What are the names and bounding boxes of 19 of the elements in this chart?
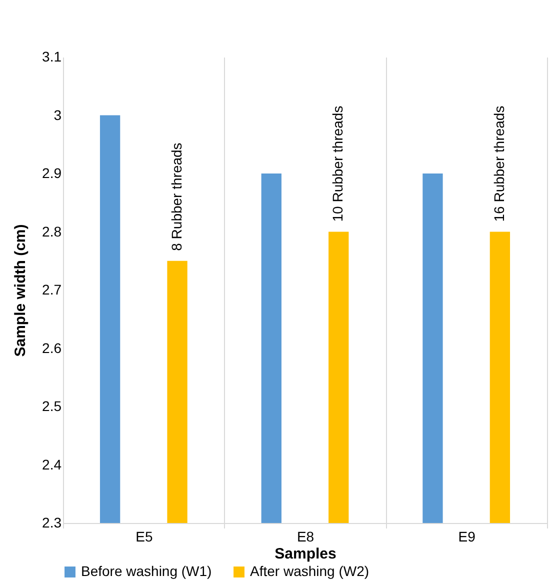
legend-label: After washing (W2) xyxy=(250,563,370,579)
y-tick-label: 2.6 xyxy=(42,340,62,356)
annotation: 10 Rubber threads xyxy=(330,106,346,222)
x-tick-label: E8 xyxy=(296,528,314,544)
y-tick-label: 2.5 xyxy=(42,398,62,414)
x-axis-title: Samples xyxy=(274,546,336,562)
y-tick-label: 2.3 xyxy=(42,514,62,530)
y-tick-label: 2.7 xyxy=(42,282,62,298)
annotation: 16 Rubber threads xyxy=(490,106,507,222)
legend-label: Before washing (W1) xyxy=(81,563,212,579)
y-tick-label: 3.1 xyxy=(42,48,62,64)
y-tick-label: 3 xyxy=(54,106,62,123)
annotation: 8 Rubber threads xyxy=(168,142,184,251)
x-tick-label: E5 xyxy=(136,528,153,544)
y-tick-label: 2.8 xyxy=(42,223,62,240)
y-tick-label: 2.9 xyxy=(42,165,62,181)
y-axis-title: Sample width (cm) xyxy=(12,224,30,357)
y-tick-label: 2.4 xyxy=(42,456,62,472)
x-tick-label: E9 xyxy=(458,528,476,544)
